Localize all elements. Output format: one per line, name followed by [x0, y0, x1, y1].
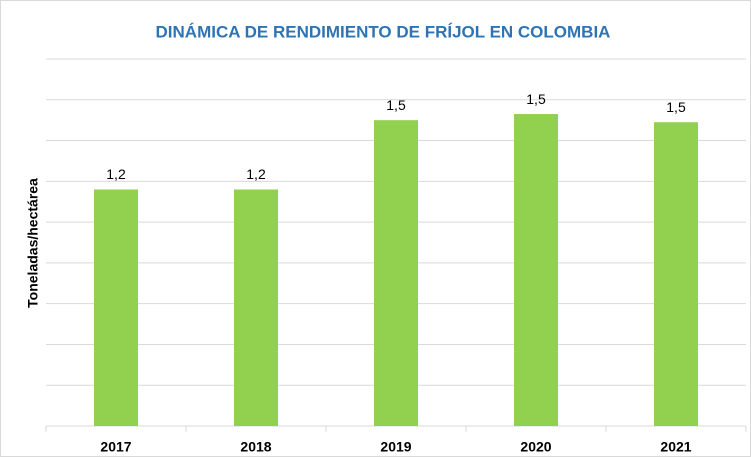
- x-tick-label: 2019: [380, 439, 411, 455]
- data-label: 1,2: [106, 166, 126, 182]
- chart-title: DINÁMICA DE RENDIMIENTO DE FRÍJOL EN COL…: [156, 22, 611, 41]
- bar: [94, 189, 138, 426]
- x-tick-label: 2017: [100, 439, 131, 455]
- x-tick-label: 2018: [240, 439, 271, 455]
- data-label: 1,5: [526, 91, 546, 107]
- x-tick-label: 2021: [660, 439, 691, 455]
- bar: [654, 122, 698, 426]
- bar: [234, 189, 278, 426]
- data-label: 1,2: [246, 166, 266, 182]
- x-tick-label: 2020: [520, 439, 551, 455]
- bar: [374, 120, 418, 427]
- y-axis-label: Toneladas/hectárea: [25, 178, 41, 308]
- bar: [514, 114, 558, 427]
- data-label: 1,5: [666, 99, 686, 115]
- data-label: 1,5: [386, 97, 406, 113]
